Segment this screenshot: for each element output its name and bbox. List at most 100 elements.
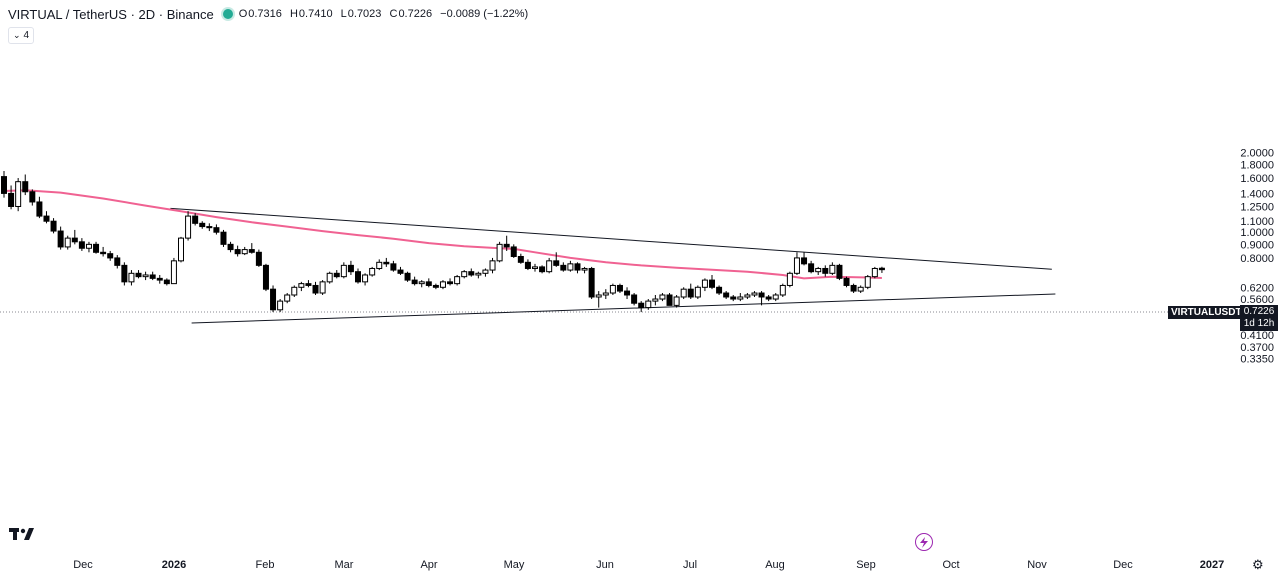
candle[interactable]: [255, 249, 262, 267]
candle[interactable]: [277, 299, 284, 313]
candle[interactable]: [609, 283, 616, 295]
candle[interactable]: [616, 283, 623, 294]
candle[interactable]: [439, 280, 446, 290]
candle[interactable]: [347, 260, 354, 275]
candle[interactable]: [709, 274, 715, 290]
candle[interactable]: [425, 278, 432, 288]
candle[interactable]: [510, 244, 517, 258]
candle[interactable]: [850, 283, 857, 294]
candle[interactable]: [36, 196, 43, 219]
candle[interactable]: [199, 221, 206, 229]
candle[interactable]: [871, 266, 878, 279]
candle[interactable]: [560, 262, 567, 272]
candle[interactable]: [779, 283, 786, 297]
candle[interactable]: [765, 294, 772, 302]
tradingview-logo-icon[interactable]: [9, 527, 37, 546]
candle[interactable]: [142, 271, 149, 281]
candle[interactable]: [475, 271, 482, 279]
candle[interactable]: [532, 263, 538, 272]
candle[interactable]: [857, 285, 864, 294]
candle[interactable]: [15, 178, 22, 212]
candle[interactable]: [829, 262, 836, 275]
candle[interactable]: [815, 266, 822, 275]
candle[interactable]: [447, 278, 454, 286]
candle[interactable]: [574, 262, 581, 274]
candle[interactable]: [638, 301, 645, 313]
candle[interactable]: [652, 294, 659, 306]
candle[interactable]: [227, 241, 234, 253]
candle[interactable]: [864, 274, 871, 290]
candle[interactable]: [786, 271, 793, 288]
candle[interactable]: [602, 289, 609, 300]
candle[interactable]: [93, 241, 100, 254]
candle[interactable]: [758, 291, 765, 306]
candle[interactable]: [206, 223, 213, 232]
candle[interactable]: [489, 257, 496, 274]
candle[interactable]: [312, 281, 319, 295]
candle[interactable]: [100, 246, 107, 257]
candle[interactable]: [454, 274, 461, 286]
candle[interactable]: [751, 291, 758, 297]
candle[interactable]: [156, 274, 163, 284]
candle[interactable]: [567, 260, 574, 272]
candle[interactable]: [716, 285, 723, 295]
candle[interactable]: [631, 293, 638, 306]
candle[interactable]: [185, 211, 192, 241]
candle[interactable]: [404, 271, 411, 282]
candle[interactable]: [362, 273, 369, 286]
candle[interactable]: [121, 262, 128, 286]
candle[interactable]: [701, 278, 708, 292]
candle[interactable]: [8, 185, 15, 210]
candle[interactable]: [163, 278, 170, 286]
candle[interactable]: [772, 293, 779, 302]
candle[interactable]: [843, 276, 850, 288]
candle[interactable]: [340, 262, 347, 279]
candle[interactable]: [553, 252, 560, 267]
candle[interactable]: [581, 266, 588, 274]
candle[interactable]: [801, 252, 808, 266]
candle[interactable]: [319, 280, 326, 295]
candle[interactable]: [730, 294, 737, 302]
candle[interactable]: [659, 293, 666, 302]
candle[interactable]: [85, 241, 92, 253]
symbol-title[interactable]: VIRTUAL / TetherUS · 2D · Binance: [8, 6, 214, 22]
candle[interactable]: [503, 235, 510, 251]
candle[interactable]: [291, 285, 298, 297]
candle[interactable]: [64, 235, 71, 250]
candle[interactable]: [411, 276, 418, 286]
candle[interactable]: [737, 293, 744, 302]
candle[interactable]: [376, 259, 383, 271]
candle[interactable]: [326, 271, 333, 284]
support-trendline[interactable]: [191, 293, 1056, 324]
candle[interactable]: [170, 257, 177, 285]
candle[interactable]: [234, 245, 241, 257]
candle[interactable]: [298, 281, 305, 292]
candle[interactable]: [808, 260, 815, 274]
candle[interactable]: [305, 280, 312, 288]
candle[interactable]: [517, 253, 524, 264]
candle[interactable]: [50, 218, 57, 234]
candle[interactable]: [213, 224, 220, 235]
candle[interactable]: [22, 174, 29, 196]
candle[interactable]: [71, 229, 78, 245]
indicators-toggle[interactable]: ⌄ 4: [8, 27, 35, 44]
candle[interactable]: [178, 236, 184, 263]
candle[interactable]: [284, 293, 291, 304]
candle[interactable]: [43, 211, 50, 224]
candle[interactable]: [539, 265, 546, 274]
candle[interactable]: [262, 263, 269, 292]
candle[interactable]: [149, 271, 156, 281]
candle[interactable]: [390, 260, 397, 272]
candle[interactable]: [1, 171, 7, 198]
candle[interactable]: [744, 293, 751, 300]
candle[interactable]: [78, 238, 85, 251]
candle[interactable]: [107, 250, 114, 261]
candle[interactable]: [836, 263, 843, 281]
candle[interactable]: [694, 285, 701, 300]
candle[interactable]: [687, 283, 694, 300]
resistance-trendline[interactable]: [170, 207, 1052, 270]
candle[interactable]: [645, 299, 652, 310]
candle[interactable]: [369, 266, 376, 277]
candle[interactable]: [220, 229, 227, 247]
candle[interactable]: [57, 226, 64, 250]
